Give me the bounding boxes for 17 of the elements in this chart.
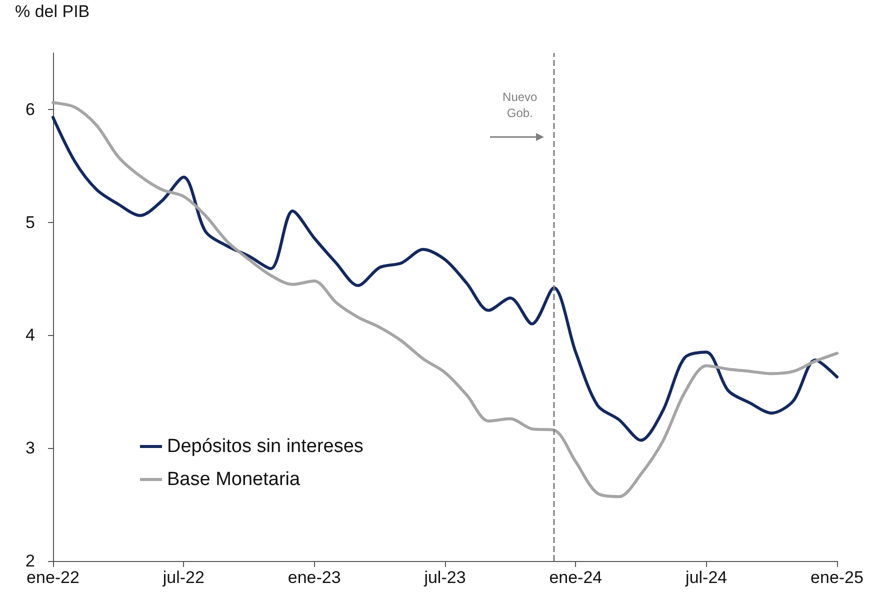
legend-label: Base Monetaria bbox=[167, 469, 301, 490]
x-tick-label: jul-22 bbox=[162, 568, 204, 587]
line-series bbox=[52, 101, 838, 498]
y-tick-label: 5 bbox=[26, 212, 35, 232]
ref-line-label: Nuevo Gob. bbox=[502, 89, 538, 121]
x-tick-label: jul-24 bbox=[684, 568, 728, 587]
y-tick-label: 2 bbox=[26, 552, 35, 570]
legend-label: Depósitos sin intereses bbox=[167, 436, 364, 457]
y-tick-label: 6 bbox=[26, 100, 35, 119]
x-tick-label: ene-23 bbox=[288, 568, 341, 587]
y-axis-title: % del PIB bbox=[15, 2, 90, 21]
x-tick-label: ene-24 bbox=[549, 568, 602, 587]
x-tick-label: ene-22 bbox=[26, 568, 80, 587]
x-tick-label: ene-25 bbox=[810, 568, 864, 587]
x-tick-label: jul-23 bbox=[423, 568, 466, 587]
y-tick-label: 4 bbox=[26, 326, 35, 345]
y-tick-label: 3 bbox=[26, 438, 35, 458]
